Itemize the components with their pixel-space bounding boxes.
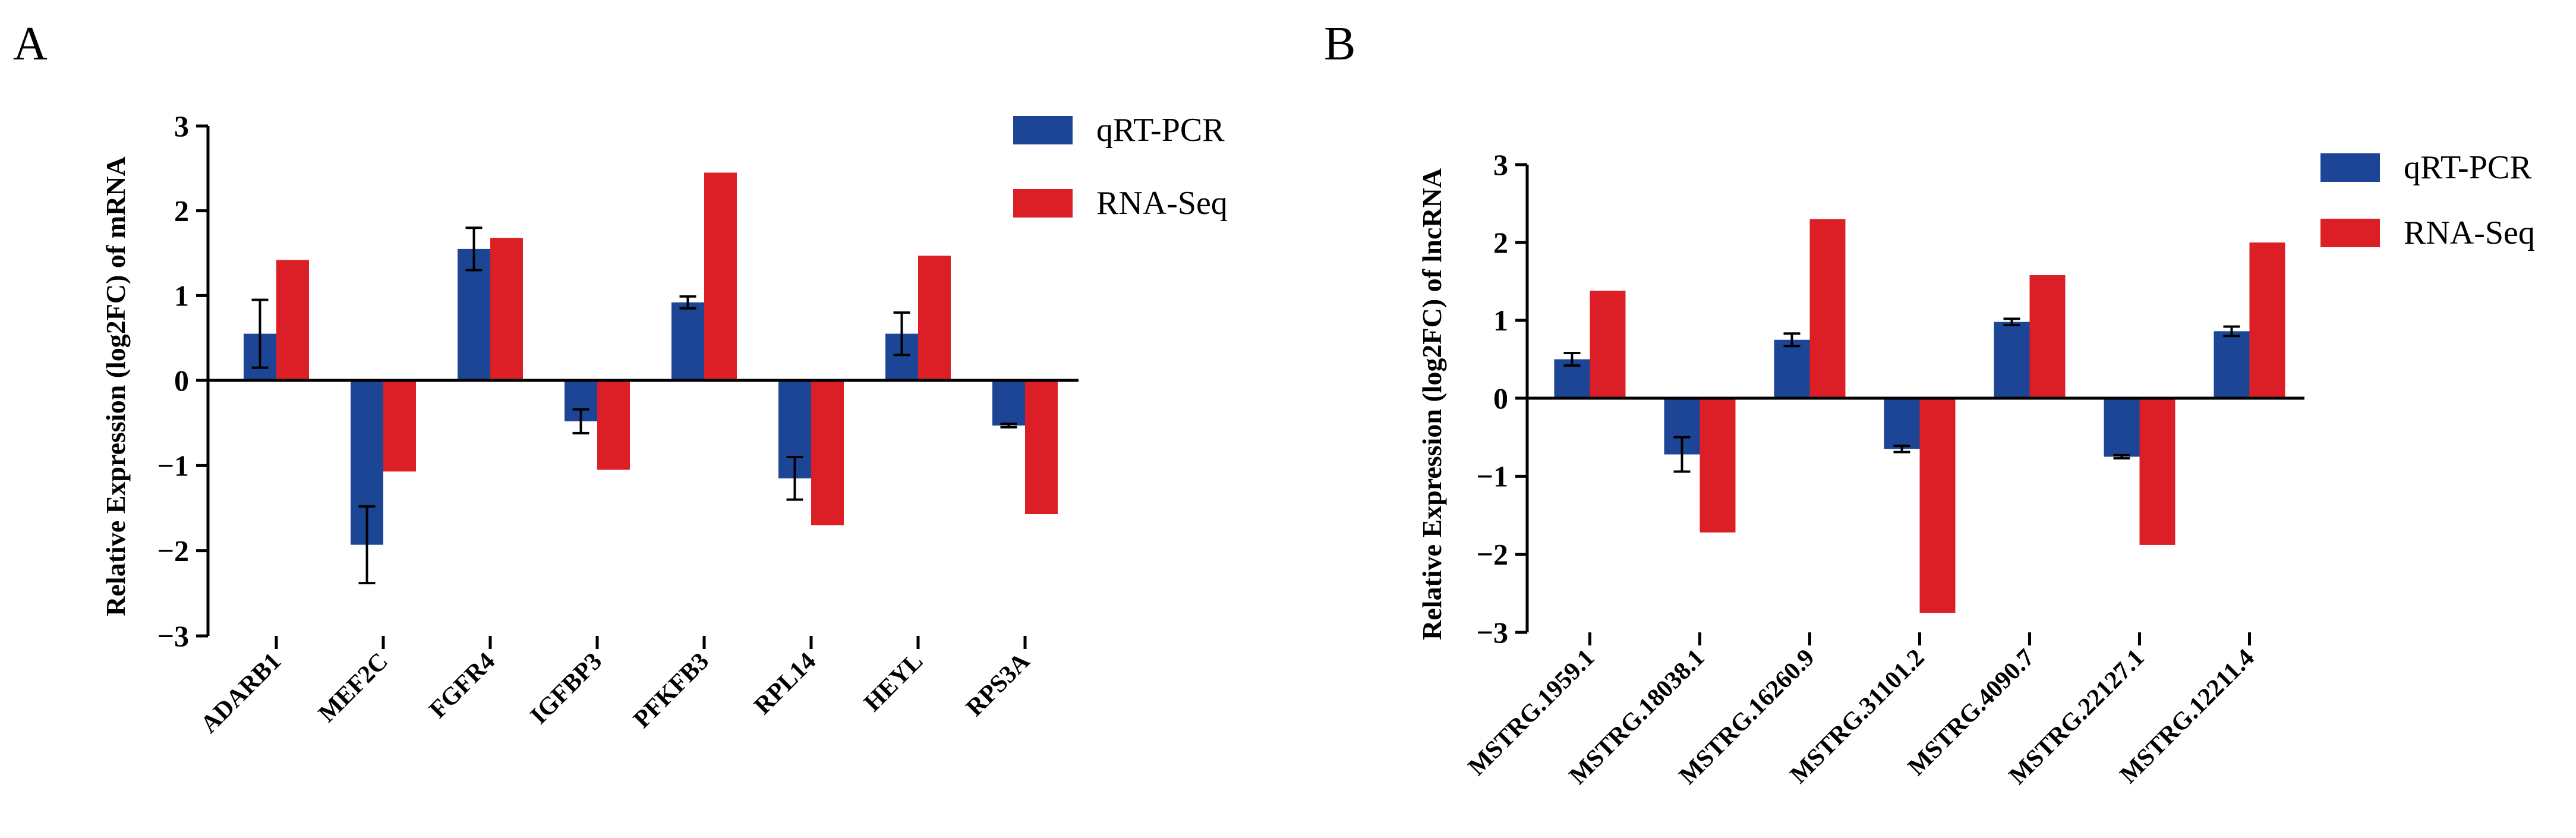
bars-a (244, 172, 1058, 585)
y-axis-label-b: Relative Expression (log2FC) of lncRNA (1417, 168, 1447, 640)
y-tick-label-b-6: −3 (1477, 616, 1509, 649)
panel-letter-b: B (1324, 18, 1355, 70)
bar-qrt-pcr-mstrg-31101-2 (1884, 398, 1920, 449)
bar-rna-seq-mstrg-16260-9 (1809, 219, 1846, 398)
bar-rna-seq-mstrg-31101-2 (1919, 398, 1956, 613)
y-tick-label-a-6: −3 (157, 619, 190, 653)
axes-b: 3210−1−2−3MSTRG.1959.1MSTRG.18038.1MSTRG… (1463, 148, 2304, 790)
legend-label-rna-seq-b: RNA-Seq (2404, 215, 2535, 251)
bar-qrt-pcr-mstrg-22127-1 (2104, 398, 2140, 457)
bar-rna-seq-fgfr4 (490, 238, 523, 380)
y-tick-label-b-4: −1 (1477, 459, 1509, 493)
y-tick-label-b-3: 0 (1493, 382, 1508, 415)
legend-swatch-qrt-pcr-a (1013, 116, 1073, 144)
y-tick-label-b-1: 2 (1493, 226, 1508, 259)
legend-swatch-rna-seq-b (2320, 219, 2380, 247)
chart-panel-a: A Relative Expression (log2FC) of mRNA 3… (13, 18, 1228, 739)
bar-rna-seq-mstrg-22127-1 (2139, 398, 2175, 545)
x-tick-label-heyl: HEYL (859, 648, 928, 717)
bar-rna-seq-mstrg-1959-1 (1590, 291, 1626, 398)
x-tick-label-pfkfb3: PFKFB3 (628, 648, 714, 734)
bar-rna-seq-mstrg-12211-4 (2249, 242, 2285, 398)
chart-panel-b: B Relative Expression (log2FC) of lncRNA… (1324, 18, 2535, 790)
legend-label-rna-seq-a: RNA-Seq (1096, 185, 1228, 222)
bar-rna-seq-mstrg-18038-1 (1700, 398, 1736, 533)
bar-rna-seq-igfbp3 (597, 380, 630, 470)
bar-qrt-pcr-mstrg-16260-9 (1774, 339, 1810, 398)
bar-rna-seq-rpl14 (811, 380, 844, 525)
y-tick-label-a-3: 0 (174, 364, 189, 397)
bars-b (1554, 219, 2285, 613)
y-tick-label-b-2: 1 (1493, 304, 1508, 337)
bar-rna-seq-adarb1 (276, 260, 309, 380)
y-axis-label-a: Relative Expression (log2FC) of mRNA (100, 156, 131, 616)
bar-rna-seq-heyl (918, 256, 951, 380)
x-tick-label-mef2c: MEF2C (313, 648, 393, 728)
bar-qrt-pcr-mstrg-4090-7 (1994, 322, 2030, 398)
y-tick-label-b-5: −2 (1477, 538, 1509, 571)
y-tick-label-b-0: 3 (1493, 148, 1508, 181)
bar-rna-seq-pfkfb3 (704, 172, 737, 380)
bar-qrt-pcr-rps3a (992, 380, 1025, 426)
y-tick-label-a-0: 3 (174, 109, 189, 143)
x-tick-label-fgfr4: FGFR4 (424, 648, 500, 724)
y-tick-label-a-4: −1 (157, 449, 190, 482)
legend-swatch-qrt-pcr-b (2320, 153, 2380, 182)
bar-rna-seq-mef2c (383, 380, 416, 472)
y-tick-label-a-2: 1 (174, 279, 189, 312)
x-tick-label-rpl14: RPL14 (749, 648, 821, 720)
legend-swatch-rna-seq-a (1013, 189, 1073, 218)
panel-letter-a: A (13, 18, 48, 70)
legend-a: qRT-PCR RNA-Seq (1013, 112, 1228, 222)
bar-rna-seq-rps3a (1025, 380, 1058, 515)
y-tick-label-a-1: 2 (174, 194, 189, 228)
x-tick-label-igfbp3: IGFBP3 (525, 648, 607, 730)
x-tick-label-adarb1: ADARB1 (196, 648, 286, 739)
legend-label-qrt-pcr-b: qRT-PCR (2404, 149, 2532, 186)
bar-qrt-pcr-pfkfb3 (671, 302, 704, 380)
bar-rna-seq-mstrg-4090-7 (2029, 275, 2066, 398)
y-tick-label-a-5: −2 (157, 534, 190, 568)
legend-label-qrt-pcr-a: qRT-PCR (1096, 112, 1225, 149)
legend-b: qRT-PCR RNA-Seq (2320, 149, 2535, 251)
bar-qrt-pcr-mstrg-12211-4 (2214, 331, 2250, 398)
x-tick-label-rps3a: RPS3A (961, 647, 1035, 722)
